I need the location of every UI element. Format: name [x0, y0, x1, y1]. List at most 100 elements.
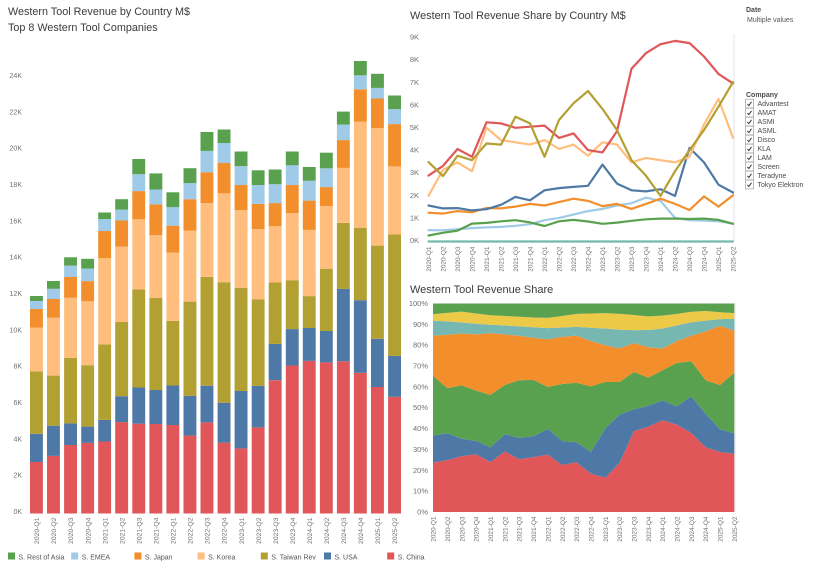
- svg-text:4K: 4K: [13, 436, 22, 443]
- svg-text:0%: 0%: [417, 508, 428, 517]
- svg-text:S. USA: S. USA: [335, 555, 358, 562]
- svg-text:2025-Q2: 2025-Q2: [732, 516, 739, 542]
- svg-text:24K: 24K: [10, 73, 23, 80]
- svg-text:2024-Q3: 2024-Q3: [689, 516, 696, 542]
- svg-text:2020-Q4: 2020-Q4: [470, 246, 477, 272]
- svg-text:2021-Q4: 2021-Q4: [528, 246, 535, 272]
- svg-text:12K: 12K: [10, 291, 23, 298]
- svg-text:S. Rest of Asia: S. Rest of Asia: [19, 555, 65, 562]
- svg-text:90%: 90%: [413, 320, 428, 329]
- svg-text:18K: 18K: [10, 182, 23, 189]
- svg-text:2020-Q2: 2020-Q2: [51, 517, 58, 544]
- svg-text:8K: 8K: [13, 364, 22, 371]
- svg-text:2021-Q2: 2021-Q2: [502, 516, 509, 542]
- svg-text:2023-Q2: 2023-Q2: [256, 517, 263, 544]
- svg-text:0K: 0K: [410, 236, 419, 245]
- svg-text:2023-Q1: 2023-Q1: [603, 516, 610, 542]
- svg-text:2022-Q3: 2022-Q3: [205, 517, 212, 544]
- svg-text:2021-Q2: 2021-Q2: [119, 517, 126, 544]
- svg-text:2020-Q3: 2020-Q3: [459, 516, 466, 542]
- svg-text:Multiple values: Multiple values: [747, 17, 794, 24]
- svg-text:2024-Q1: 2024-Q1: [658, 246, 665, 272]
- svg-text:2021-Q4: 2021-Q4: [531, 516, 538, 542]
- svg-text:6K: 6K: [410, 100, 419, 109]
- svg-text:6K: 6K: [13, 400, 22, 407]
- svg-text:3K: 3K: [410, 168, 419, 177]
- svg-text:14K: 14K: [10, 255, 23, 262]
- svg-text:2023-Q2: 2023-Q2: [615, 246, 622, 272]
- svg-text:5K: 5K: [410, 123, 419, 132]
- svg-text:2023-Q1: 2023-Q1: [600, 246, 607, 272]
- svg-text:2024-Q1: 2024-Q1: [660, 516, 667, 542]
- svg-text:2021-Q1: 2021-Q1: [484, 246, 491, 272]
- svg-text:0K: 0K: [13, 509, 22, 516]
- svg-text:2021-Q1: 2021-Q1: [102, 517, 109, 544]
- svg-text:2022-Q2: 2022-Q2: [560, 516, 567, 542]
- svg-text:2020-Q1: 2020-Q1: [426, 246, 433, 272]
- svg-text:2022-Q1: 2022-Q1: [171, 517, 178, 544]
- svg-text:Tokyo Elektron: Tokyo Elektron: [758, 182, 804, 189]
- svg-text:70%: 70%: [413, 362, 428, 371]
- svg-text:S. Korea: S. Korea: [208, 555, 235, 562]
- svg-text:Advantest: Advantest: [758, 101, 789, 108]
- svg-text:Screen: Screen: [758, 164, 780, 171]
- svg-text:Teradyne: Teradyne: [758, 173, 787, 180]
- svg-text:2022-Q2: 2022-Q2: [557, 246, 564, 272]
- svg-text:ASML: ASML: [758, 128, 777, 135]
- svg-text:2024-Q2: 2024-Q2: [675, 516, 682, 542]
- svg-text:ASMI: ASMI: [758, 119, 775, 126]
- svg-text:2025-Q1: 2025-Q1: [716, 246, 723, 272]
- svg-text:2023-Q4: 2023-Q4: [644, 246, 651, 272]
- svg-text:2024-Q1: 2024-Q1: [307, 517, 314, 544]
- svg-text:2024-Q4: 2024-Q4: [358, 517, 365, 544]
- svg-text:Western Tool Revenue by Countr: Western Tool Revenue by Country M$: [8, 6, 190, 18]
- svg-text:2022-Q1: 2022-Q1: [545, 516, 552, 542]
- svg-text:Disco: Disco: [758, 137, 776, 144]
- svg-text:2021-Q3: 2021-Q3: [136, 517, 143, 544]
- svg-text:2022-Q4: 2022-Q4: [589, 516, 596, 542]
- svg-text:100%: 100%: [409, 299, 429, 308]
- svg-text:20%: 20%: [413, 466, 428, 475]
- svg-text:2022-Q3: 2022-Q3: [571, 246, 578, 272]
- svg-text:2020-Q2: 2020-Q2: [445, 516, 452, 542]
- svg-text:2021-Q1: 2021-Q1: [488, 516, 495, 542]
- svg-text:60%: 60%: [413, 382, 428, 391]
- svg-text:2022-Q1: 2022-Q1: [542, 246, 549, 272]
- svg-text:10K: 10K: [10, 327, 23, 334]
- svg-text:2024-Q3: 2024-Q3: [341, 517, 348, 544]
- svg-text:2020-Q4: 2020-Q4: [85, 517, 92, 544]
- svg-text:20K: 20K: [10, 146, 23, 153]
- svg-text:2022-Q4: 2022-Q4: [586, 246, 593, 272]
- svg-text:2023-Q3: 2023-Q3: [632, 516, 639, 542]
- svg-text:2024-Q4: 2024-Q4: [703, 516, 710, 542]
- svg-text:40%: 40%: [413, 424, 428, 433]
- svg-text:2022-Q4: 2022-Q4: [222, 517, 229, 544]
- svg-text:2020-Q2: 2020-Q2: [441, 246, 448, 272]
- svg-text:22K: 22K: [10, 109, 23, 116]
- svg-text:2020-Q3: 2020-Q3: [68, 517, 75, 544]
- svg-text:AMAT: AMAT: [758, 110, 778, 117]
- svg-text:Western Tool Revenue Share: Western Tool Revenue Share: [410, 284, 553, 296]
- svg-text:2021-Q4: 2021-Q4: [154, 517, 161, 544]
- svg-text:Western Tool Revenue Share by: Western Tool Revenue Share by Country M$: [410, 10, 626, 22]
- svg-text:LAM: LAM: [758, 155, 773, 162]
- svg-text:2023-Q2: 2023-Q2: [617, 516, 624, 542]
- svg-text:9K: 9K: [410, 33, 419, 42]
- svg-text:2024-Q3: 2024-Q3: [687, 246, 694, 272]
- svg-text:2020-Q1: 2020-Q1: [34, 517, 41, 544]
- svg-text:2020-Q4: 2020-Q4: [474, 516, 481, 542]
- svg-text:2021-Q3: 2021-Q3: [513, 246, 520, 272]
- svg-text:S. Japan: S. Japan: [145, 555, 173, 562]
- svg-text:2024-Q2: 2024-Q2: [324, 517, 331, 544]
- svg-text:7K: 7K: [410, 78, 419, 87]
- svg-text:2021-Q3: 2021-Q3: [517, 516, 524, 542]
- svg-text:S. EMEA: S. EMEA: [82, 555, 111, 562]
- svg-text:S. Taiwan Rev: S. Taiwan Rev: [271, 555, 316, 562]
- svg-text:Company: Company: [746, 92, 778, 99]
- svg-text:1K: 1K: [410, 213, 419, 222]
- svg-text:2025-Q2: 2025-Q2: [731, 246, 738, 272]
- svg-text:2025-Q2: 2025-Q2: [392, 517, 399, 544]
- svg-text:2023-Q3: 2023-Q3: [273, 517, 280, 544]
- svg-text:Date: Date: [746, 7, 761, 14]
- svg-text:50%: 50%: [413, 403, 428, 412]
